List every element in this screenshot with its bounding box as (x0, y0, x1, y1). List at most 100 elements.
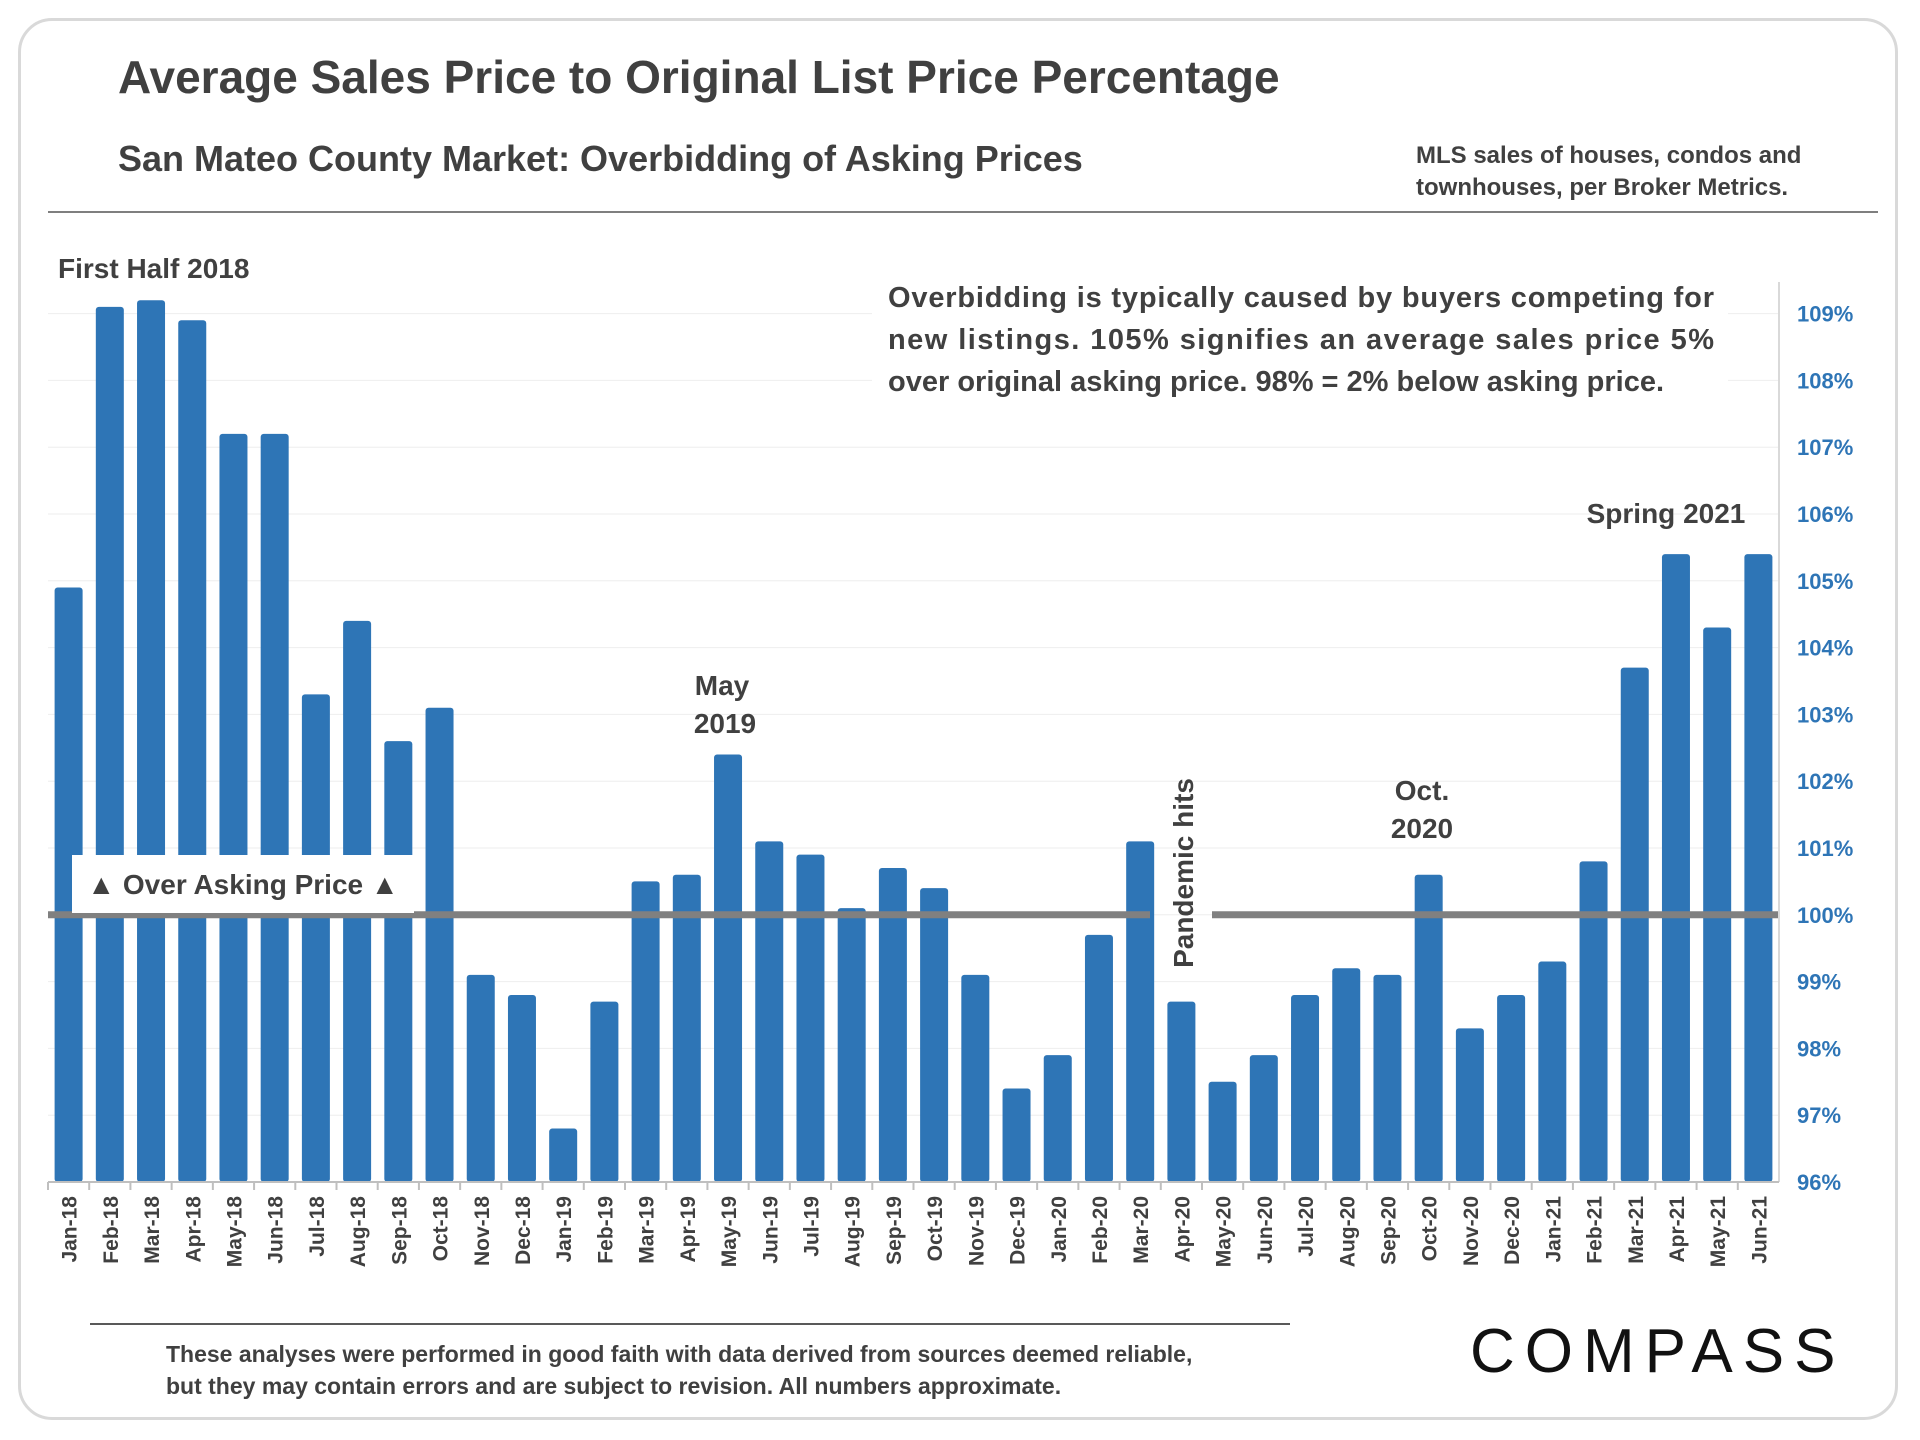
x-tick-label: Apr-19 (677, 1196, 700, 1263)
bar-feb-18 (95, 306, 124, 1182)
y-tick-label: 97% (1797, 1103, 1841, 1128)
bar-jul-20 (1291, 994, 1320, 1182)
header-divider (48, 211, 1878, 213)
x-tick-label: Feb-19 (594, 1196, 617, 1264)
x-tick-label: Apr-18 (182, 1196, 205, 1263)
x-tick-label: May-21 (1707, 1196, 1730, 1268)
bar-dec-19 (1002, 1088, 1031, 1182)
y-axis-ticks: 96% 97% 98% 99% 100% 101% 102% 103% 104% 105% 106%… (1797, 302, 1853, 1195)
note-line-2: new listings. 105% signifies an average … (888, 324, 1714, 356)
x-tick-label: Jul-19 (800, 1196, 823, 1257)
x-tick-label: May-20 (1213, 1196, 1236, 1267)
bar-aug-20 (1332, 968, 1361, 1182)
x-tick-label: Feb-20 (1089, 1196, 1112, 1264)
x-tick-label: Jan-19 (553, 1196, 576, 1263)
x-tick-label: Jul-20 (1295, 1196, 1318, 1257)
bar-sep-20 (1373, 974, 1402, 1182)
bar-jan-18 (54, 587, 83, 1182)
bar-apr-21 (1661, 554, 1690, 1182)
x-tick-label: Oct-20 (1419, 1196, 1442, 1261)
y-tick-label: 105% (1797, 569, 1853, 594)
x-tick-label: Jun-20 (1254, 1196, 1277, 1264)
disclaimer: These analyses were performed in good fa… (166, 1338, 1192, 1402)
y-tick-label: 102% (1797, 769, 1853, 794)
x-tick-label: Jan-20 (1048, 1196, 1071, 1263)
x-tick-label: Oct-19 (924, 1196, 947, 1261)
annotation-oct-2020-line2: 2020 (1391, 813, 1453, 844)
x-tick-label: Dec-19 (1007, 1196, 1030, 1265)
y-tick-label: 100% (1797, 903, 1853, 928)
x-tick-label: Jun-18 (265, 1196, 288, 1264)
x-tick-label: Feb-18 (100, 1196, 123, 1264)
x-tick-label: Nov-20 (1460, 1196, 1483, 1266)
bar-oct-20 (1414, 874, 1443, 1182)
bar-mar-18 (137, 300, 166, 1182)
bar-may-19 (714, 754, 743, 1182)
note-line-1: Overbidding is typically caused by buyer… (888, 282, 1714, 314)
x-tick-label: Nov-18 (471, 1196, 494, 1266)
bar-nov-19 (961, 974, 990, 1182)
note-line-3: over original asking price. 98% = 2% bel… (888, 366, 1664, 398)
x-tick-label: Mar-18 (141, 1196, 164, 1264)
x-tick-label: Oct-18 (430, 1196, 453, 1262)
bar-sep-18 (384, 741, 413, 1182)
x-tick-label: Jul-18 (306, 1196, 329, 1257)
bar-jul-18 (301, 694, 330, 1182)
bar-jan-19 (549, 1128, 578, 1182)
bar-aug-19 (837, 908, 866, 1182)
bar-apr-18 (178, 320, 207, 1182)
bar-nov-18 (466, 974, 495, 1182)
bar-dec-18 (507, 994, 536, 1182)
source-note: MLS sales of houses, condos and townhous… (1416, 140, 1801, 204)
x-tick-label: Dec-20 (1501, 1196, 1524, 1265)
x-tick-label: Mar-20 (1130, 1196, 1153, 1264)
disclaimer-line-1: These analyses were performed in good fa… (166, 1341, 1193, 1367)
y-tick-label: 109% (1797, 302, 1853, 327)
x-tick-label: Sep-18 (388, 1196, 411, 1265)
y-tick-label: 106% (1797, 502, 1853, 527)
bar-may-20 (1208, 1081, 1237, 1182)
x-tick-label: May-19 (718, 1196, 741, 1267)
x-tick-label: Mar-19 (636, 1196, 659, 1264)
note-box (872, 270, 1728, 398)
y-tick-label: 104% (1797, 636, 1853, 661)
bar-apr-19 (672, 874, 701, 1182)
y-tick-label: 99% (1797, 970, 1841, 995)
x-tick-label: Sep-19 (883, 1196, 906, 1265)
bar-mar-21 (1620, 667, 1649, 1182)
bar-mar-19 (631, 881, 660, 1182)
bar-feb-20 (1084, 934, 1113, 1182)
bar-jun-18 (260, 433, 289, 1183)
bar-jun-20 (1249, 1055, 1278, 1182)
over-asking-label: ▲ Over Asking Price ▲ (87, 869, 398, 900)
bars (54, 300, 1773, 1183)
bar-apr-20 (1167, 1001, 1196, 1182)
bar-jan-21 (1538, 961, 1567, 1182)
chart-title: Average Sales Price to Original List Pri… (118, 51, 1280, 103)
y-tick-label: 98% (1797, 1036, 1841, 1061)
y-tick-label: 107% (1797, 435, 1853, 460)
x-axis-labels: Jan-18 Feb-18 Mar-18 Apr-18 May-18 Jun-18 Jul-… (47, 1182, 1771, 1268)
source-line-2: townhouses, per Broker Metrics. (1416, 174, 1789, 201)
bar-nov-20 (1455, 1028, 1484, 1182)
bar-dec-20 (1497, 994, 1526, 1182)
annotation-may-2019-line2: 2019 (694, 708, 756, 739)
source-line-1: MLS sales of houses, condos and (1416, 142, 1802, 169)
annotation-pandemic-hits: Pandemic hits (1168, 778, 1199, 968)
x-tick-label: Feb-21 (1584, 1196, 1607, 1264)
annotation-spring-2021: Spring 2021 (1587, 498, 1746, 529)
bar-sep-19 (878, 868, 907, 1182)
bar-jan-20 (1043, 1055, 1072, 1182)
bar-jun-19 (755, 841, 784, 1182)
x-tick-label: Dec-18 (512, 1196, 535, 1265)
chart-frame (18, 18, 1898, 1420)
y-tick-label: 108% (1797, 368, 1853, 393)
x-tick-label: Jan-18 (59, 1196, 82, 1263)
bar-jul-19 (796, 854, 825, 1182)
x-tick-label: May-18 (223, 1196, 246, 1268)
bar-may-18 (219, 433, 248, 1183)
x-tick-label: Apr-20 (1171, 1196, 1194, 1263)
x-tick-label: Sep-20 (1377, 1196, 1400, 1265)
x-tick-label: Aug-19 (842, 1196, 865, 1267)
